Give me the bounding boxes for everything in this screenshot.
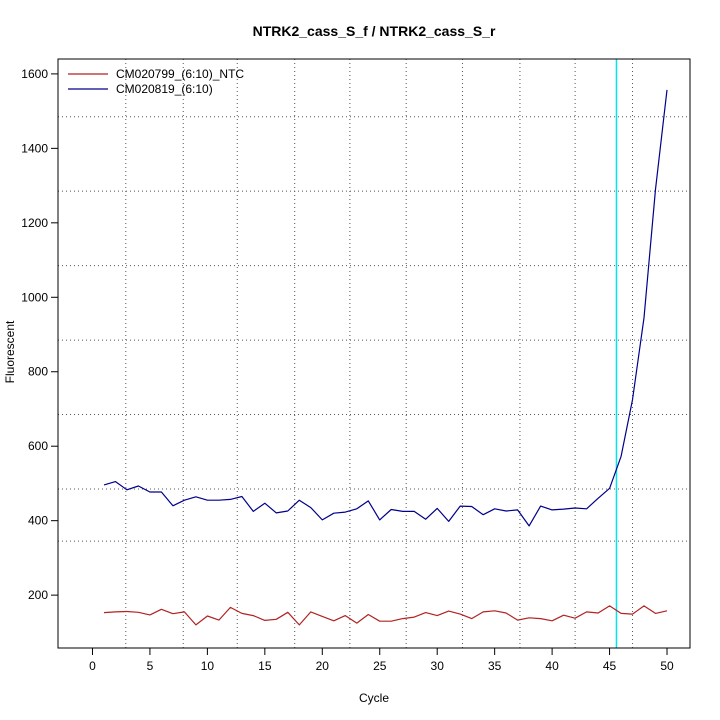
- y-tick-label: 200: [28, 588, 48, 602]
- x-tick-label: 5: [147, 659, 154, 673]
- x-tick-label: 45: [603, 659, 617, 673]
- x-tick-label: 50: [660, 659, 674, 673]
- y-tick-label: 400: [28, 514, 48, 528]
- legend-label-2: CM020819_(6:10): [116, 82, 213, 96]
- y-tick-label: 1600: [21, 67, 48, 81]
- x-axis: 0 5 10 15 20 25 30 35 40 45 50: [89, 647, 674, 673]
- x-tick-label: 35: [488, 659, 502, 673]
- x-tick-label: 20: [316, 659, 330, 673]
- x-tick-label: 0: [89, 659, 96, 673]
- y-tick-label: 800: [28, 365, 48, 379]
- y-tick-label: 1000: [21, 290, 48, 304]
- x-tick-label: 10: [201, 659, 215, 673]
- x-tick-label: 25: [373, 659, 387, 673]
- series-line-2: [103, 89, 668, 527]
- x-tick-label: 15: [258, 659, 272, 673]
- x-tick-label: 40: [545, 659, 559, 673]
- y-axis-label: Fluorescent: [3, 320, 17, 383]
- y-tick-label: 1200: [21, 216, 48, 230]
- grid-lines: [58, 59, 690, 648]
- y-tick-label: 600: [28, 439, 48, 453]
- chart-title: NTRK2_cass_S_f / NTRK2_cass_S_r: [253, 23, 496, 39]
- series-line-1: [103, 605, 668, 626]
- y-tick-label: 1400: [21, 141, 48, 155]
- x-tick-label: 30: [431, 659, 445, 673]
- x-axis-label: Cycle: [359, 691, 389, 705]
- y-axis: 200 400 600 800 1000 1200 1400 1600: [21, 67, 59, 602]
- legend-label-1: CM020799_(6:10)_NTC: [116, 67, 244, 81]
- series-lines: [103, 89, 668, 626]
